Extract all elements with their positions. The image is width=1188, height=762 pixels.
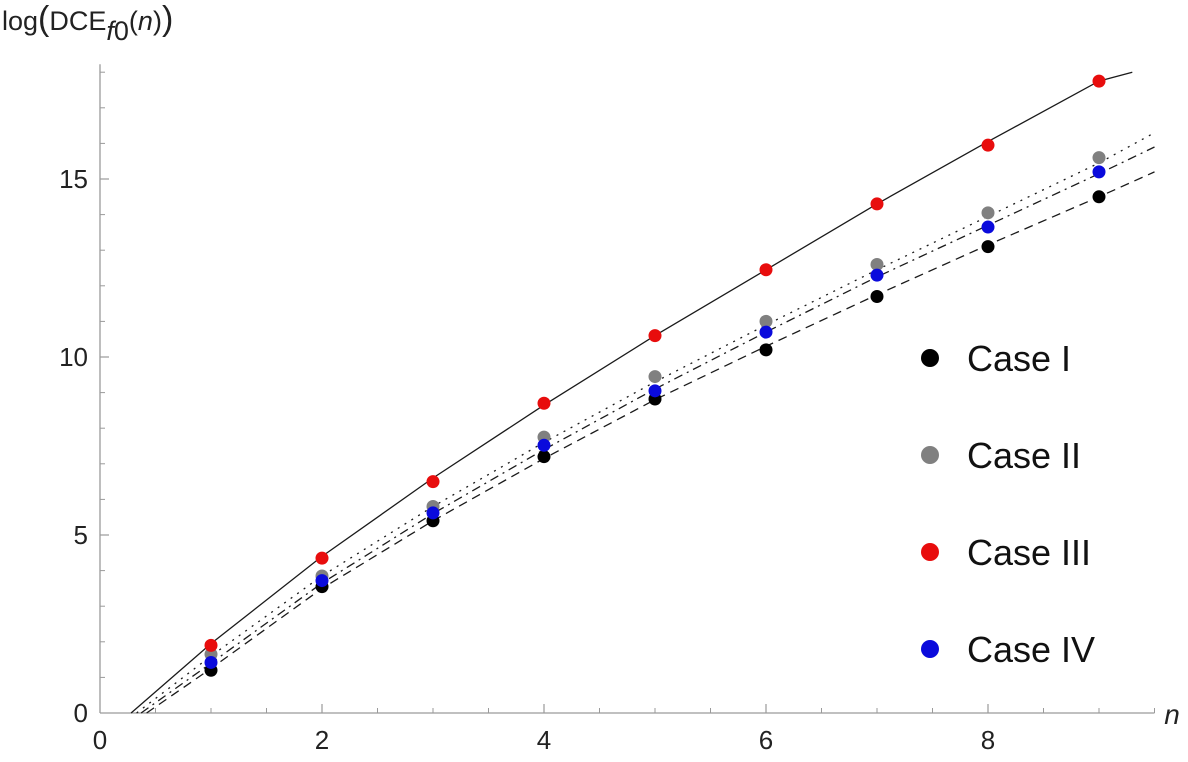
data-point-case-4: [315, 574, 329, 588]
data-point-case-4: [981, 220, 995, 234]
x-tick-label: 2: [315, 725, 329, 755]
y-tick-label: 0: [74, 698, 88, 728]
y-axis-label: log(DCEf0(n)): [2, 0, 173, 46]
legend: Case I Case II Case III Case IV: [921, 338, 1095, 670]
data-point-case-4: [870, 268, 884, 282]
legend-label-case-2: Case II: [967, 435, 1081, 476]
data-point-case-4: [537, 438, 551, 452]
legend-label-case-1: Case I: [967, 338, 1071, 379]
data-point-case-4: [1092, 165, 1106, 179]
legend-marker-case-2: [921, 446, 939, 464]
x-tick-label: 6: [759, 725, 773, 755]
data-points: [204, 74, 1106, 677]
data-point-case-2: [648, 370, 662, 384]
data-point-case-3: [759, 263, 773, 277]
data-point-case-1: [981, 240, 995, 254]
data-point-case-1: [537, 450, 551, 464]
legend-marker-case-4: [921, 640, 939, 658]
data-point-case-3: [204, 638, 218, 652]
data-point-case-1: [1092, 190, 1106, 204]
data-point-case-2: [870, 257, 884, 271]
data-point-case-4: [648, 384, 662, 398]
legend-marker-case-3: [921, 543, 939, 561]
x-axis-label: n: [1164, 699, 1180, 730]
fit-curve-case-2: [136, 132, 1155, 714]
data-point-case-2: [1092, 151, 1106, 165]
x-tick-label: 0: [93, 725, 107, 755]
fit-curves: [130, 71, 1155, 714]
data-point-case-3: [648, 329, 662, 343]
data-point-case-3: [981, 138, 995, 152]
data-point-case-3: [537, 396, 551, 410]
data-point-case-1: [870, 289, 884, 303]
legend-marker-case-1: [921, 349, 939, 367]
data-point-case-1: [759, 343, 773, 357]
y-tick-label: 15: [59, 164, 88, 194]
x-tick-label: 8: [981, 725, 995, 755]
data-point-case-4: [204, 655, 218, 669]
x-tick-label: 4: [537, 725, 551, 755]
data-point-case-2: [759, 314, 773, 328]
data-point-case-3: [315, 551, 329, 565]
fit-curve-case-3: [130, 71, 1133, 714]
y-tick-label: 5: [74, 520, 88, 550]
legend-label-case-3: Case III: [967, 532, 1091, 573]
data-point-case-3: [870, 197, 884, 211]
legend-label-case-4: Case IV: [967, 629, 1095, 670]
data-point-case-4: [759, 325, 773, 339]
data-point-case-3: [1092, 74, 1106, 88]
axis-labels: n log(DCEf0(n)): [2, 0, 1180, 730]
fit-curve-case-1: [146, 171, 1155, 714]
y-tick-label: 10: [59, 342, 88, 372]
data-point-case-2: [981, 206, 995, 220]
data-point-case-3: [426, 475, 440, 489]
axes: 0 2 4 6 8 0 5 10 15: [59, 64, 1155, 755]
data-point-case-4: [426, 506, 440, 520]
